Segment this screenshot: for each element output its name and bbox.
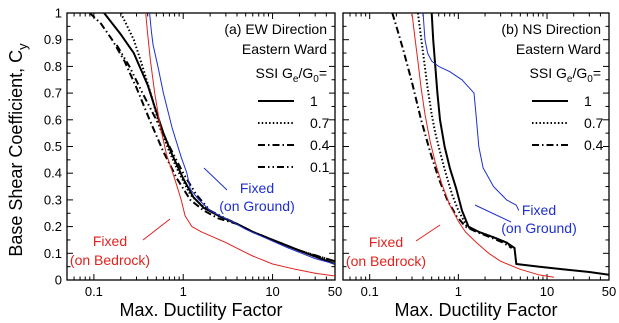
x-tick-label: 1 (180, 284, 187, 299)
leader-fixed-ground-ns (474, 204, 512, 223)
y-axis-title: Base Shear Coefficient, Cy (6, 43, 30, 257)
y-tick-label: 0.5 (44, 139, 62, 154)
y-axis-title-sub: y (15, 43, 30, 50)
x-tick-label: 10 (540, 284, 554, 299)
x-axis-title-ew: Max. Ductility Factor (119, 300, 282, 320)
legend-ew: 1 0.7 0.4 0.1 (258, 93, 330, 175)
legend-label: 0.1 (310, 159, 330, 175)
series-line-fixed-on-ground- (422, 13, 520, 211)
legend-label: 0.7 (310, 115, 330, 131)
leader-fixed-bedrock-ew (142, 218, 171, 241)
series-ns (391, 13, 609, 278)
y-tick-label: 0.7 (44, 86, 62, 101)
y-tick-label: 0.9 (44, 32, 62, 47)
annotation-fixed-bedrock-ew-l1: Fixed (93, 233, 127, 249)
x-tick-label: 50 (602, 284, 616, 299)
annotation-fixed-bedrock-ns-l2: (on Bedrock) (346, 253, 426, 269)
annotation-fixed-ground-ew-l2: (on Ground) (219, 198, 294, 214)
x-tick-label: 50 (328, 284, 342, 299)
annotation-fixed-ground-ns-l1: Fixed (522, 202, 556, 218)
series-line-fixed-on-ground- (149, 13, 335, 265)
annotation-fixed-ground-ns-l2: (on Ground) (501, 220, 576, 236)
annotation-fixed-bedrock-ew-l2: (on Bedrock) (70, 252, 150, 268)
legend-label: 1 (310, 93, 318, 109)
series-line-1 (430, 13, 609, 276)
legend-label: 0.4 (584, 137, 604, 153)
legend-title-ns: SSI Ge/G0= (530, 65, 601, 85)
legend-label: 0.7 (584, 115, 604, 131)
legend-title-ew: SSI Ge/G0= (256, 65, 327, 85)
legend-label: 1 (584, 93, 592, 109)
y-tick-label: 1 (55, 6, 62, 21)
y-tick-label: 0.8 (44, 59, 62, 74)
series-line-fixed-on-bedrock- (145, 13, 335, 277)
y-tick-label: 0.4 (44, 166, 62, 181)
x-tick-label: 1 (455, 284, 462, 299)
panel-label-ew: (a) EW Direction (224, 21, 327, 37)
location-label-ns: Eastern Ward (516, 41, 601, 57)
leader-fixed-ground-ew (203, 167, 228, 191)
series-line-0-4 (391, 13, 513, 249)
x-tick-label: 10 (265, 284, 279, 299)
y-tick-label: 0.6 (44, 112, 62, 127)
series-ew (89, 13, 335, 277)
panel-label-ns: (b) NS Direction (501, 21, 601, 37)
annotation-fixed-bedrock-ns-l1: Fixed (369, 234, 403, 250)
location-label-ew: Eastern Ward (242, 41, 327, 57)
ticks-ew: 0.1 1 10 50 0 0.1 0.2 0.3 0.4 0.5 0.6 0.7 0.8 0.9 1 (44, 6, 342, 300)
svg-text:Base Shear Coefficient, Cy: Base Shear Coefficient, Cy (6, 43, 30, 257)
leader-fixed-bedrock-ns (415, 224, 441, 242)
x-tick-label: 0.1 (85, 284, 103, 299)
y-tick-label: 0 (55, 273, 62, 288)
annotation-fixed-ground-ew-l1: Fixed (240, 180, 274, 196)
legend-label: 0.4 (310, 137, 330, 153)
panel-ew: 0.1 1 10 50 0 0.1 0.2 0.3 0.4 0.5 0.6 0.7 0.8 0.9 1 (a… (44, 6, 342, 321)
y-tick-label: 0.1 (44, 246, 62, 261)
series-line-fixed-on-bedrock- (411, 13, 555, 278)
legend-ns: 1 0.7 0.4 (532, 93, 604, 153)
x-axis-title-ns: Max. Ductility Factor (394, 300, 557, 320)
y-tick-label: 0.2 (44, 219, 62, 234)
x-tick-label: 0.1 (361, 284, 379, 299)
y-tick-label: 0.3 (44, 192, 62, 207)
y-axis-title-main: Base Shear Coefficient, C (6, 50, 26, 257)
series-line-0-7 (416, 13, 513, 249)
panel-ns: 0.1 1 10 50 (b) NS Direction Eastern Ward S… (342, 12, 616, 320)
series-line-0-1 (115, 44, 335, 263)
